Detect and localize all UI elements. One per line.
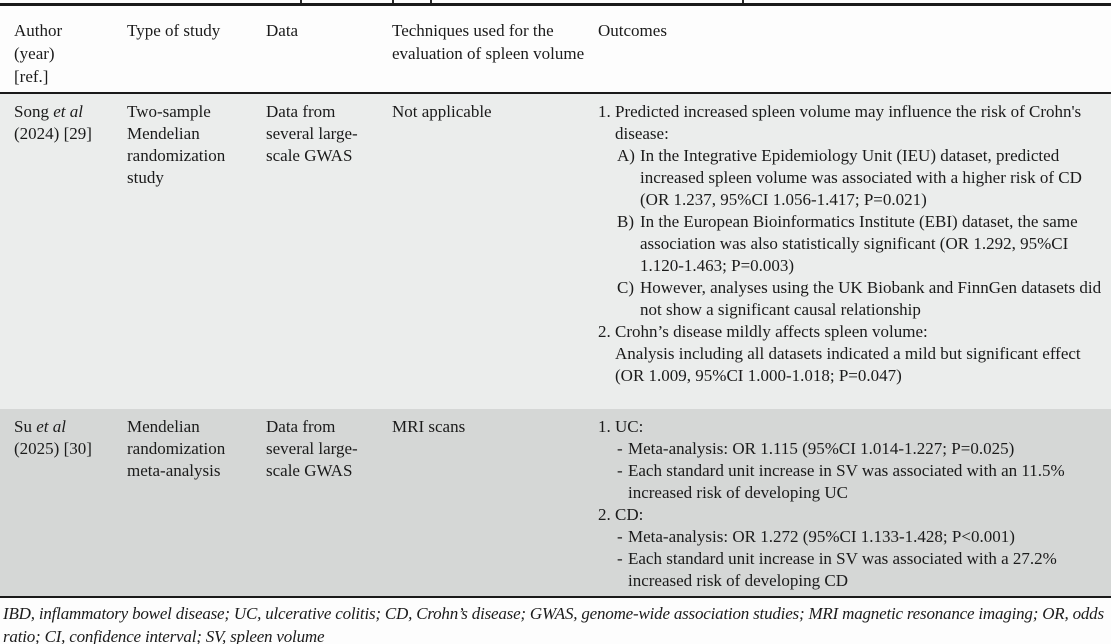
author-cell: Su et al (2025) [30] (0, 409, 127, 596)
outcome-item: - Each standard unit increase in SV was a… (598, 548, 1107, 592)
outcome-item-marker: 1. (598, 417, 611, 436)
author-year-ref: (2024) [29] (14, 124, 92, 143)
outcome-item-marker: 2. (598, 322, 611, 341)
outcome-item-marker: 1. (598, 102, 611, 121)
cropped-caption-remnant (0, 0, 1111, 3)
outcome-item-marker: - (617, 439, 623, 458)
outcome-item-marker: 2. (598, 505, 611, 524)
data-cell: Data from several large-scale GWAS (266, 417, 358, 480)
outcome-item: - Meta-analysis: OR 1.115 (95%CI 1.014-1.… (598, 438, 1107, 460)
caption-descender-mark (742, 0, 744, 3)
table-footnote: IBD, inflammatory bowel disease; UC, ulc… (3, 604, 1104, 644)
column-header-data: Data (266, 21, 299, 40)
header-body-rule (0, 92, 1111, 94)
outcome-item-marker: - (617, 549, 623, 568)
outcome-item-marker: - (617, 527, 623, 546)
caption-descender-mark (430, 0, 432, 3)
technique-cell: Not applicable (392, 102, 492, 121)
author-name: Su (14, 417, 32, 436)
outcome-item-marker: - (617, 461, 623, 480)
outcome-item: 2. Crohn’s disease mildly affects spleen … (598, 321, 1107, 343)
author-line: Su et al (14, 416, 117, 438)
author-name: Song (14, 102, 49, 121)
outcome-item-marker: C) (617, 278, 634, 297)
table-row-song: Song et al (2024) [29] Two-sample Mendel… (0, 94, 1111, 409)
table-header-row: Author (year) [ref.] Type of study Data … (0, 6, 1111, 92)
technique-cell: MRI scans (392, 417, 466, 436)
outcome-item-text: Crohn’s disease mildly affects spleen vo… (615, 322, 928, 341)
outcome-item: B) In the European Bioinformatics Institu… (598, 211, 1107, 277)
outcome-item-text: However, analyses using the UK Biobank a… (640, 278, 1102, 319)
author-etal: et al (53, 102, 83, 121)
outcome-item: 1. Predicted increased spleen volume may … (598, 101, 1107, 145)
outcome-item-marker: A) (617, 146, 635, 165)
table-row-su: Su et al (2025) [30] Mendelian randomiza… (0, 409, 1111, 596)
table-top-rule (0, 3, 1111, 6)
outcome-item-text: UC: (615, 417, 644, 436)
body-footnote-rule (0, 596, 1111, 598)
caption-descender-mark (392, 0, 394, 3)
outcome-item: C) However, analyses using the UK Biobank… (598, 277, 1107, 321)
outcome-item-text: In the European Bioinformatics Institute… (640, 212, 1078, 275)
outcome-item-text: In the Integrative Epidemiology Unit (IE… (640, 146, 1082, 209)
column-header-techniques: Techniques used for the evaluation of sp… (392, 21, 585, 63)
outcome-item-text: Predicted increased spleen volume may in… (615, 102, 1082, 143)
outcome-item: 1. UC: (598, 416, 1107, 438)
data-cell: Data from several large-scale GWAS (266, 102, 358, 165)
outcome-item-text: Each standard unit increase in SV was as… (628, 461, 1065, 502)
outcome-item-text: Meta-analysis: OR 1.272 (95%CI 1.133-1.4… (628, 527, 1015, 546)
outcome-item-text: CD: (615, 505, 644, 524)
study-type-cell: Mendelian randomization meta-analysis (127, 417, 226, 480)
study-type-cell: Two-sample Mendelian randomization study (127, 102, 226, 187)
outcomes-cell: 1. Predicted increased spleen volume may … (598, 94, 1111, 409)
outcome-item: - Each standard unit increase in SV was a… (598, 460, 1107, 504)
author-line: Song et al (14, 101, 117, 123)
author-cell: Song et al (2024) [29] (0, 94, 127, 409)
author-year-ref: (2025) [30] (14, 439, 92, 458)
outcome-item: 2. CD: (598, 504, 1107, 526)
column-header-author: Author (year) [ref.] (14, 21, 63, 86)
outcomes-cell: 1. UC: - Meta-analysis: OR 1.115 (95%CI 1.0… (598, 409, 1111, 596)
outcome-item: - Meta-analysis: OR 1.272 (95%CI 1.133-1.… (598, 526, 1107, 548)
outcome-item-text: Meta-analysis: OR 1.115 (95%CI 1.014-1.2… (628, 439, 1015, 458)
outcome-item: Analysis including all datasets indicate… (598, 343, 1107, 387)
column-header-study-type: Type of study (127, 21, 221, 40)
outcome-item: A) In the Integrative Epidemiology Unit (… (598, 145, 1107, 211)
outcome-item-marker: B) (617, 212, 634, 231)
column-header-outcomes: Outcomes (598, 21, 667, 40)
outcome-item-text: Each standard unit increase in SV was as… (628, 549, 1057, 590)
caption-descender-mark (300, 0, 302, 3)
outcome-item-text: Analysis including all datasets indicate… (615, 344, 1081, 385)
studies-table: Author (year) [ref.] Type of study Data … (0, 6, 1111, 644)
author-etal: et al (36, 417, 66, 436)
